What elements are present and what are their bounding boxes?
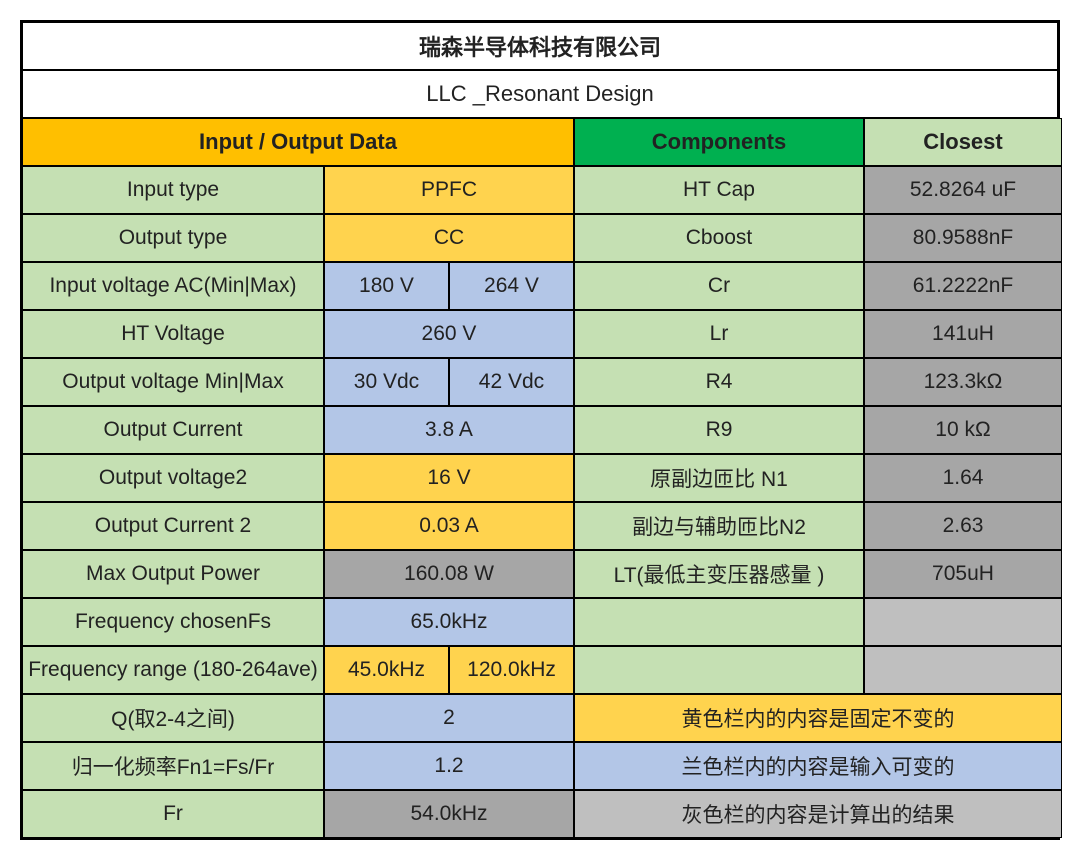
closest-value: 1.64 [864, 454, 1062, 502]
row-label: Input type [22, 166, 324, 214]
component-name [574, 598, 864, 646]
row-label: Input voltage AC(Min|Max) [22, 262, 324, 310]
closest-value: 705uH [864, 550, 1062, 598]
table-row: Input typePPFCHT Cap52.8264 uF [22, 166, 1058, 214]
table-row: Input voltage AC(Min|Max)180 V264 VCr61.… [22, 262, 1058, 310]
row-value: 160.08 W [324, 550, 574, 598]
row-value-right: 264 V [449, 262, 574, 310]
table-row: Q(取2-4之间)2黄色栏内的内容是固定不变的 [22, 694, 1058, 742]
row-label: Output Current 2 [22, 502, 324, 550]
component-name [574, 646, 864, 694]
subtitle: LLC _Resonant Design [22, 70, 1058, 118]
components-header: Components [574, 118, 864, 166]
table-row: 归一化频率Fn1=Fs/Fr1.2兰色栏内的内容是输入可变的 [22, 742, 1058, 790]
row-label: 归一化频率Fn1=Fs/Fr [22, 742, 324, 790]
row-label: Frequency chosenFs [22, 598, 324, 646]
row-value: 16 V [324, 454, 574, 502]
row-label: Output voltage2 [22, 454, 324, 502]
row-value: 65.0kHz [324, 598, 574, 646]
closest-value: 141uH [864, 310, 1062, 358]
component-name: LT(最低主变压器感量 ) [574, 550, 864, 598]
component-name: 副边与辅助匝比N2 [574, 502, 864, 550]
table-row: Output voltage Min|Max30 Vdc42 VdcR4123.… [22, 358, 1058, 406]
legend-note: 灰色栏的内容是计算出的结果 [574, 790, 1062, 838]
closest-value: 80.9588nF [864, 214, 1062, 262]
table-row: Output Current 20.03 A副边与辅助匝比N22.63 [22, 502, 1058, 550]
closest-value: 123.3kΩ [864, 358, 1062, 406]
row-value: 260 V [324, 310, 574, 358]
component-name: Lr [574, 310, 864, 358]
closest-value: 52.8264 uF [864, 166, 1062, 214]
closest-value: 61.2222nF [864, 262, 1062, 310]
io-header: Input / Output Data [22, 118, 574, 166]
component-name: HT Cap [574, 166, 864, 214]
row-value: 3.8 A [324, 406, 574, 454]
component-name: Cr [574, 262, 864, 310]
row-label: Output type [22, 214, 324, 262]
row-label: Max Output Power [22, 550, 324, 598]
legend-note: 黄色栏内的内容是固定不变的 [574, 694, 1062, 742]
row-value: CC [324, 214, 574, 262]
legend-note: 兰色栏内的内容是输入可变的 [574, 742, 1062, 790]
row-label: Frequency range (180-264ave) [22, 646, 324, 694]
design-table: 瑞森半导体科技有限公司 LLC _Resonant Design Input /… [20, 20, 1060, 840]
table-row: Max Output Power160.08 WLT(最低主变压器感量 )705… [22, 550, 1058, 598]
table-row: Fr54.0kHz灰色栏的内容是计算出的结果 [22, 790, 1058, 838]
component-name: 原副边匝比 N1 [574, 454, 864, 502]
table-row: Output voltage216 V原副边匝比 N11.64 [22, 454, 1058, 502]
table-row: Output Current3.8 AR910 kΩ [22, 406, 1058, 454]
component-name: Cboost [574, 214, 864, 262]
row-value: 0.03 A [324, 502, 574, 550]
row-value-right: 120.0kHz [449, 646, 574, 694]
row-value-left: 45.0kHz [324, 646, 449, 694]
table-row: HT Voltage260 VLr141uH [22, 310, 1058, 358]
closest-value [864, 646, 1062, 694]
row-value-left: 180 V [324, 262, 449, 310]
component-name: R4 [574, 358, 864, 406]
table-row: Frequency range (180-264ave)45.0kHz120.0… [22, 646, 1058, 694]
closest-header: Closest [864, 118, 1062, 166]
company-title: 瑞森半导体科技有限公司 [22, 22, 1058, 70]
row-label: Fr [22, 790, 324, 838]
row-label: Q(取2-4之间) [22, 694, 324, 742]
closest-value: 2.63 [864, 502, 1062, 550]
row-label: HT Voltage [22, 310, 324, 358]
row-label: Output Current [22, 406, 324, 454]
row-value: 1.2 [324, 742, 574, 790]
table-row: Frequency chosenFs65.0kHz [22, 598, 1058, 646]
column-headers: Input / Output Data Components Closest [22, 118, 1058, 166]
row-value: 54.0kHz [324, 790, 574, 838]
component-name: R9 [574, 406, 864, 454]
row-label: Output voltage Min|Max [22, 358, 324, 406]
row-value-left: 30 Vdc [324, 358, 449, 406]
row-value-right: 42 Vdc [449, 358, 574, 406]
closest-value: 10 kΩ [864, 406, 1062, 454]
closest-value [864, 598, 1062, 646]
table-row: Output typeCCCboost80.9588nF [22, 214, 1058, 262]
row-value: 2 [324, 694, 574, 742]
row-value: PPFC [324, 166, 574, 214]
